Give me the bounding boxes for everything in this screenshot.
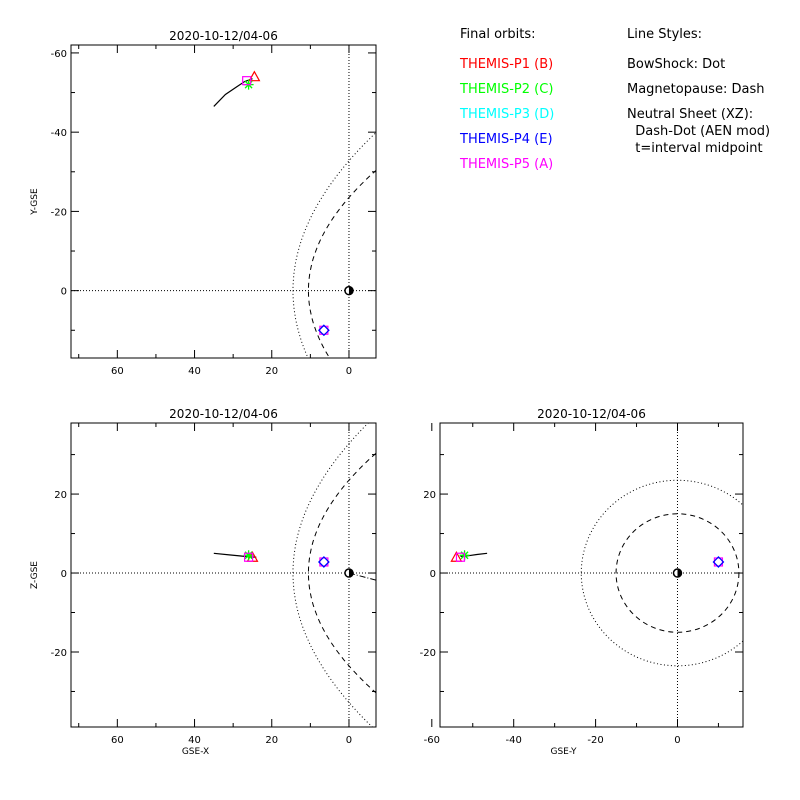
orbit-track	[213, 78, 253, 107]
y-axis-label: Z-GSE	[30, 561, 40, 589]
x-tick-label: 0	[346, 735, 352, 746]
x-tick-label: 40	[188, 366, 201, 377]
probe-p5-outer-square	[713, 557, 724, 567]
x-tick-label: -60	[424, 735, 440, 746]
x-tick-label: -20	[587, 735, 603, 746]
x-tick-label: 0	[346, 366, 352, 377]
x-tick-label: 40	[188, 735, 201, 746]
panel-yz: -60 -40 -20 0 20 0 -20 2020-10-12/04-06 GSE-Y	[420, 407, 744, 757]
probe-p5-outer-square	[319, 557, 329, 567]
probe-p5-marker	[243, 552, 254, 562]
x-tick-label: 20	[265, 366, 278, 377]
x-tick-label: 0	[674, 735, 680, 746]
x-tick-label: 60	[111, 366, 124, 377]
panel-xy: 60 40 20 0 -60 -40 -20 0 2020-10-12/04-06 Y-GSE	[30, 29, 377, 377]
magnetopause-curve	[307, 169, 376, 358]
line-style-dash-dot: Dash-Dot (AEN mod)	[627, 124, 771, 139]
bowshock-curve	[292, 131, 376, 358]
y-tick-label: 0	[61, 569, 67, 580]
x-tick-label: 20	[265, 735, 278, 746]
line-style-bowshock: BowShock: Dot	[627, 57, 726, 72]
y-tick-label: 0	[430, 569, 436, 580]
probe-p4-marker	[318, 324, 330, 337]
y-axis-label: Y-GSE	[30, 188, 40, 216]
x-tick-label: 60	[111, 735, 124, 746]
panel-xz: 60 40 20 0 20 0 -20 2020-10-12/04-06 GSE-X Z-GSE	[30, 407, 377, 757]
y-tick-label: -60	[51, 49, 67, 60]
line-style-midpoint: t=interval midpoint	[627, 141, 763, 156]
x-axis-label: GSE-Y	[550, 747, 577, 757]
y-tick-label: 20	[423, 490, 436, 501]
legend-probe-p3: THEMIS-P3 (D)	[460, 107, 555, 122]
plot-frame	[70, 422, 377, 728]
plot-area-xz	[71, 423, 376, 727]
legend-probe-p1: THEMIS-P1 (B)	[460, 57, 554, 72]
y-tick-label: 20	[54, 490, 67, 501]
probe-p1-marker	[248, 70, 261, 82]
probe-p5-outer-square	[319, 325, 329, 335]
bowshock-curve	[292, 423, 374, 727]
legend-heading: Final orbits:	[460, 27, 536, 42]
plot-frame	[70, 44, 377, 359]
line-style-neutral-sheet: Neutral Sheet (XZ):	[627, 107, 754, 122]
y-tick-label: -20	[51, 648, 67, 659]
x-axis-label: GSE-X	[182, 747, 209, 757]
legend-probe-p5: THEMIS-P5 (A)	[460, 157, 554, 172]
probe-p5-marker	[455, 552, 466, 562]
legend-probe-p4: THEMIS-P4 (E)	[460, 132, 553, 147]
probe-p5-marker	[242, 76, 252, 86]
plot-frame	[439, 422, 744, 728]
earth-night-side	[348, 569, 353, 578]
plot-area-xy	[71, 45, 376, 358]
y-tick-label: -20	[51, 207, 67, 218]
bowshock-curve	[580, 479, 743, 667]
y-tick-label: -40	[51, 128, 67, 139]
y-tick-label: 0	[61, 287, 67, 298]
line-styles-heading: Line Styles:	[627, 27, 703, 42]
earth-night-side	[677, 569, 682, 578]
panel-title: 2020-10-12/04-06	[169, 29, 278, 43]
earth-night-side	[348, 286, 353, 295]
probe-p4-marker	[712, 556, 725, 568]
plot-area-yz	[440, 423, 743, 727]
probe-p4-marker	[318, 556, 330, 568]
x-tick-label: -40	[506, 735, 522, 746]
legend-probe-p2: THEMIS-P2 (C)	[460, 82, 554, 97]
line-style-magnetopause: Magnetopause: Dash	[627, 82, 765, 97]
panel-title: 2020-10-12/04-06	[169, 407, 278, 421]
y-tick-label: -20	[420, 648, 436, 659]
panel-title: 2020-10-12/04-06	[537, 407, 646, 421]
